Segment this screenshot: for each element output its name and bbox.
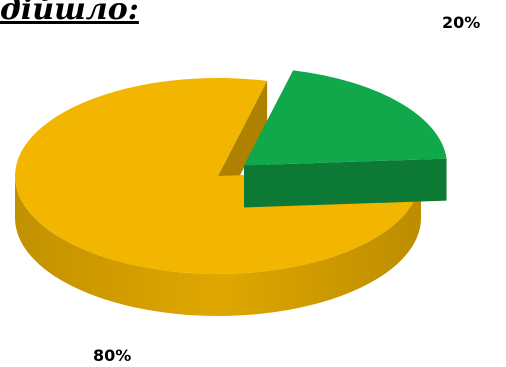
pie-slice-edge-0-1 [244, 158, 447, 208]
data-label-slice-0: 20% [442, 13, 481, 32]
data-label-slice-1: 80% [93, 346, 132, 365]
pie-slice-side-1 [15, 176, 421, 316]
chart-title: дійшло: [0, 0, 139, 27]
pie-slice-top-1 [14, 78, 421, 274]
pie-slice-0 [244, 70, 447, 208]
pie-slice-top-0 [244, 70, 447, 166]
